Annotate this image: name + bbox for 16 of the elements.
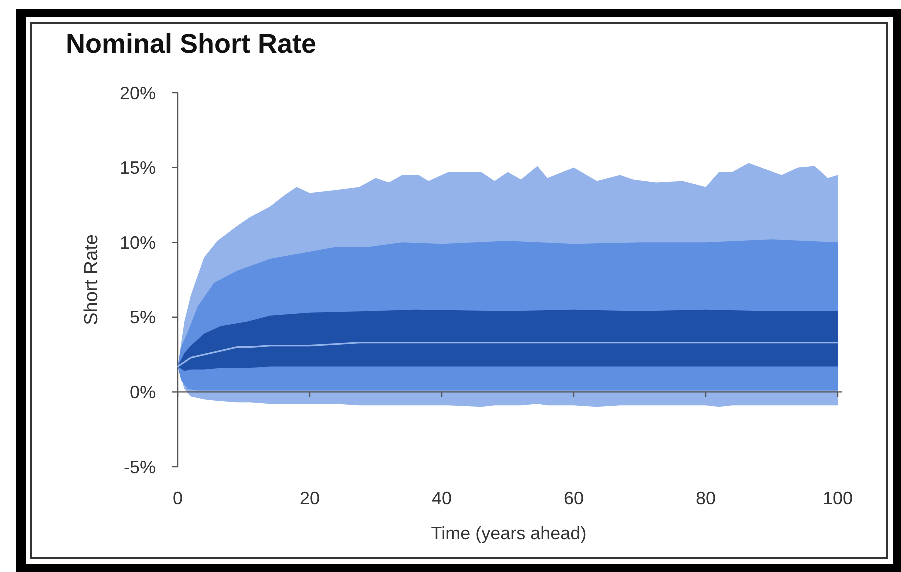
x-tick-label: 60 [564, 488, 584, 508]
x-tick-label: 100 [822, 488, 854, 508]
y-tick-label: 0% [130, 382, 156, 402]
y-axis-title: Short Rate [82, 234, 103, 326]
y-tick-label: -5% [124, 457, 156, 478]
y-tick-label: 15% [120, 158, 156, 178]
line-series [177, 342, 839, 368]
x-axis-title: Time (years ahead) [431, 523, 587, 544]
x-tick-label: 20 [300, 488, 320, 508]
x-tick-label: 0 [172, 488, 184, 508]
y-tick-label: 10% [120, 232, 156, 253]
y-tick-label: 5% [130, 308, 156, 328]
x-tick-label: 80 [696, 488, 716, 508]
y-tick-label: 20% [120, 83, 156, 104]
chart-title: Nominal Short Rate [66, 29, 317, 59]
x-tick-label: 40 [432, 488, 452, 508]
